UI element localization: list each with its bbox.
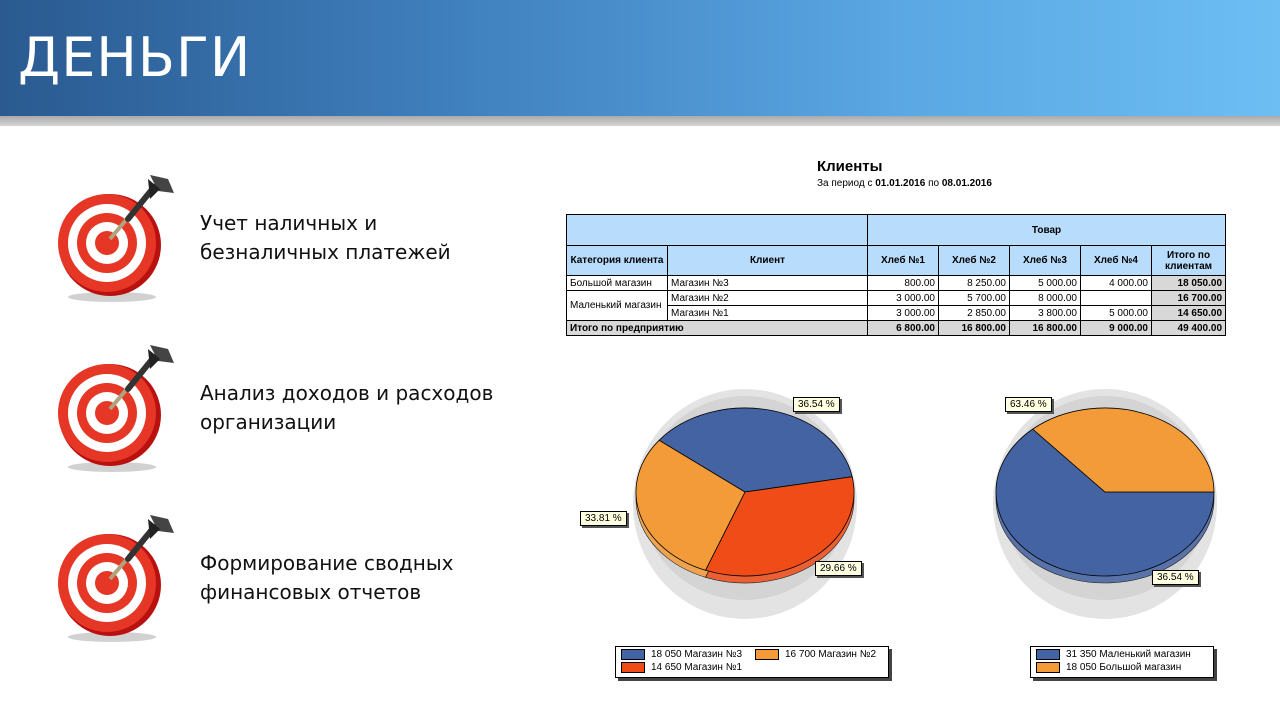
report-title: Клиенты: [817, 158, 883, 175]
target-dart-icon: [58, 175, 174, 302]
pie-legend-clients: 18 050 Магазин №3 16 700 Магазин №2 14 6…: [615, 646, 889, 678]
feature-item: Формирование сводных финансовых отчетов: [50, 505, 520, 645]
pie-chart-clients: [633, 389, 857, 619]
page-title: ДЕНЬГИ: [18, 26, 252, 89]
target-dart-icon: [58, 345, 174, 472]
legend-swatch: [621, 649, 645, 660]
report-period: За период с 01.01.2016 по 08.01.2016: [817, 178, 992, 189]
table-header-total: Итого по клиентам: [1150, 245, 1227, 276]
clients-report-table: Товар Категория клиента Клиент Хлеб №1 Х…: [566, 214, 1227, 336]
table-header-col: Хлеб №2: [938, 245, 1010, 276]
table-row: Магазин №1 3 000.00 2 850.00 3 800.00 5 …: [567, 305, 1227, 321]
feature-text: Формирование сводных: [200, 551, 454, 575]
pie-slice-label: 36.54 %: [793, 397, 840, 412]
table-header-blank: [566, 214, 868, 246]
feature-text: Учет наличных и: [200, 211, 378, 235]
pie-slice-Магазин №2: [704, 476, 855, 577]
pie-slice-label: 36.54 %: [1152, 570, 1199, 585]
legend-swatch: [1036, 649, 1060, 660]
pie-slice-Магазин №1: [635, 439, 746, 571]
legend-swatch: [755, 649, 779, 660]
pie-chart-categories: [993, 389, 1217, 619]
pie-slice-label: 33.81 %: [580, 511, 627, 526]
table-header-col: Хлеб №1: [867, 245, 939, 276]
legend-swatch: [621, 662, 645, 673]
pie-slice-Маленький магазин: [995, 428, 1215, 577]
legend-item: 18 050 Большой магазин: [1036, 662, 1181, 674]
legend-item: 14 650 Магазин №1: [621, 662, 742, 674]
feature-item: Учет наличных и безналичных платежей: [50, 165, 520, 305]
table-row: Маленький магазин Магазин №2 3 000.00 5 …: [566, 290, 1227, 321]
pie-slice-Магазин №3: [658, 407, 853, 493]
legend-item: 18 050 Магазин №3: [621, 649, 742, 661]
table-total-row: Итого по предприятию 6 800.00 16 800.00 …: [566, 320, 1227, 336]
feature-item: Анализ доходов и расходов организации: [50, 335, 520, 475]
table-header-product: Товар: [866, 214, 1227, 246]
pie-slice-label: 63.46 %: [1005, 397, 1052, 412]
table-header-client: Клиент: [667, 245, 868, 276]
feature-text: организации: [200, 410, 337, 434]
legend-item: 31 350 Маленький магазин: [1036, 649, 1191, 661]
pie-slice-label: 29.66 %: [815, 561, 862, 576]
table-header-category: Категория клиента: [566, 245, 668, 276]
feature-text: Анализ доходов и расходов: [200, 381, 494, 405]
pie-legend-categories: 31 350 Маленький магазин 18 050 Большой …: [1030, 646, 1214, 678]
header-banner: ДЕНЬГИ: [0, 0, 1280, 116]
feature-text: безналичных платежей: [200, 240, 451, 264]
target-dart-icon: [58, 515, 174, 642]
legend-swatch: [1036, 662, 1060, 673]
header-divider: [0, 116, 1280, 126]
table-row: Большой магазин Магазин №3 800.00 8 250.…: [566, 275, 1227, 291]
legend-item: 16 700 Магазин №2: [755, 649, 876, 661]
pie-slice-Большой магазин: [1032, 407, 1215, 493]
table-header-col: Хлеб №3: [1009, 245, 1081, 276]
table-header-col: Хлеб №4: [1080, 245, 1152, 276]
feature-text: финансовых отчетов: [200, 580, 422, 604]
